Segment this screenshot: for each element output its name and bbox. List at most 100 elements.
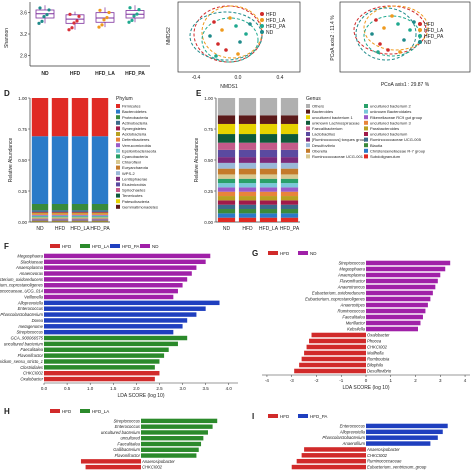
legend-label: Patescibacteria — [122, 199, 150, 204]
sample-point — [376, 50, 380, 54]
y-tick-label: 0.50 — [204, 158, 213, 163]
lda-bar-label: Enterococcus — [115, 424, 141, 429]
legend-swatch — [418, 28, 422, 32]
lda-bar — [366, 266, 446, 272]
legend-label: HFD — [62, 244, 72, 249]
lda-bar-label: Desulfovibrio — [367, 369, 392, 374]
stacked-bar-segment — [259, 200, 278, 205]
lda-bar-label: Ruminococcaceae — [367, 459, 402, 464]
lda-bar — [44, 324, 183, 329]
stacked-bar-segment — [217, 196, 236, 201]
lda-bar — [366, 441, 431, 446]
legend-swatch — [116, 160, 120, 164]
panel-letter: D — [4, 89, 10, 98]
lda-bar — [304, 447, 366, 452]
legend-label: Actinobacteria — [122, 120, 148, 125]
stacked-bar-segment — [71, 214, 89, 216]
x-tick-label: 1 — [390, 378, 393, 383]
panel-letter: H — [4, 407, 10, 416]
box-point — [38, 6, 42, 10]
legend-swatch — [306, 115, 310, 120]
stacked-bar-segment — [280, 149, 299, 158]
legend-swatch — [80, 409, 90, 413]
legend-swatch — [116, 104, 120, 108]
stacked-bar-segment — [238, 98, 257, 116]
stacked-bar-segment — [238, 209, 257, 214]
legend-label: Ruminococcaceae UCG-001 — [312, 154, 364, 159]
stacked-bar-segment — [280, 183, 299, 188]
legend-swatch — [306, 148, 310, 153]
legend-label: Christensenellaceae R-7 group — [370, 148, 426, 153]
stacked-bar-segment — [217, 98, 236, 116]
sample-point — [402, 38, 406, 42]
legend-swatch — [116, 120, 120, 125]
y-tick-label: 1.00 — [18, 96, 27, 101]
stacked-bar-segment — [51, 210, 69, 212]
lda-bar — [44, 283, 183, 288]
lda-bar-label: Streptococcus — [113, 418, 140, 423]
legend-swatch — [418, 34, 422, 38]
stacked-bar-segment — [280, 162, 299, 169]
lda-bar-label: Merillactor — [346, 321, 366, 326]
stacked-bar-segment — [31, 217, 49, 219]
stacked-bar-segment — [217, 183, 236, 188]
panel-letter: G — [252, 249, 258, 258]
legend-label: ND — [310, 251, 317, 256]
stacked-bar-segment — [280, 123, 299, 135]
stacked-bar-segment — [280, 191, 299, 197]
legend-swatch — [364, 120, 368, 125]
lda-bar-label: Phocea — [367, 339, 382, 344]
legend-swatch — [306, 126, 310, 131]
legend-label: HFD — [424, 22, 435, 28]
stacked-bar-segment — [217, 200, 236, 205]
stacked-bar-segment — [217, 134, 236, 143]
legend-label: Deferribacteres — [122, 137, 149, 142]
x-tick-label: 4.0 — [226, 386, 233, 391]
y-axis-title: Relative Abundance — [8, 138, 14, 183]
stacked-bar-segment — [31, 216, 49, 218]
stacked-bar-segment — [91, 210, 109, 212]
lda-bar — [304, 350, 366, 356]
box-point — [42, 15, 46, 19]
x-tick-label: 3.0 — [179, 386, 186, 391]
legend-swatch — [116, 148, 120, 153]
stacked-bar-segment — [259, 191, 278, 197]
x-tick-label: HFD_PA — [90, 226, 110, 232]
legend-swatch — [364, 115, 368, 120]
x-axis-title: NMDS1 — [220, 84, 238, 90]
stacked-bar-segment — [280, 157, 299, 163]
legend-swatch — [116, 199, 120, 204]
lda-bar — [44, 347, 169, 352]
legend-swatch — [116, 188, 120, 192]
lda-bar — [44, 277, 188, 282]
stacked-bar-segment — [280, 174, 299, 179]
y-tick-label: 0.75 — [204, 127, 213, 132]
stacked-bar-segment — [31, 98, 49, 137]
stacked-bar-segment — [31, 213, 49, 215]
lda-bar — [366, 314, 423, 320]
legend-label: Bacteroides — [312, 109, 333, 114]
stacked-bar-segment — [280, 134, 299, 143]
legend-label: HFD_PA — [310, 414, 327, 419]
lda-bar — [85, 464, 141, 470]
legend-label: Cyanobacteria — [122, 154, 149, 159]
y-axis-title: Shannon — [4, 28, 10, 48]
stacked-bar-segment — [280, 98, 299, 116]
x-tick-label: HFD — [70, 71, 81, 77]
box-point — [105, 15, 109, 20]
panel-letter: F — [4, 242, 9, 251]
stacked-bar-segment — [31, 136, 49, 205]
stacked-bar-segment — [238, 178, 257, 184]
x-tick-label: 4 — [464, 378, 467, 383]
legend-swatch — [364, 137, 368, 142]
lda-bar-label: Phascolarctobacterium — [0, 312, 43, 317]
lda-bar — [299, 362, 366, 368]
y-tick-label: 0.00 — [18, 220, 27, 225]
stacked-bar-segment — [71, 211, 89, 213]
legend-label: Parabacteroides — [370, 126, 399, 131]
stacked-bar-segment — [71, 210, 89, 212]
lda-bar-label: Eubacterium_ventriosum_group — [367, 465, 427, 470]
sample-point — [220, 28, 224, 32]
lda-bar — [44, 365, 155, 370]
stacked-bar-segment — [238, 196, 257, 201]
